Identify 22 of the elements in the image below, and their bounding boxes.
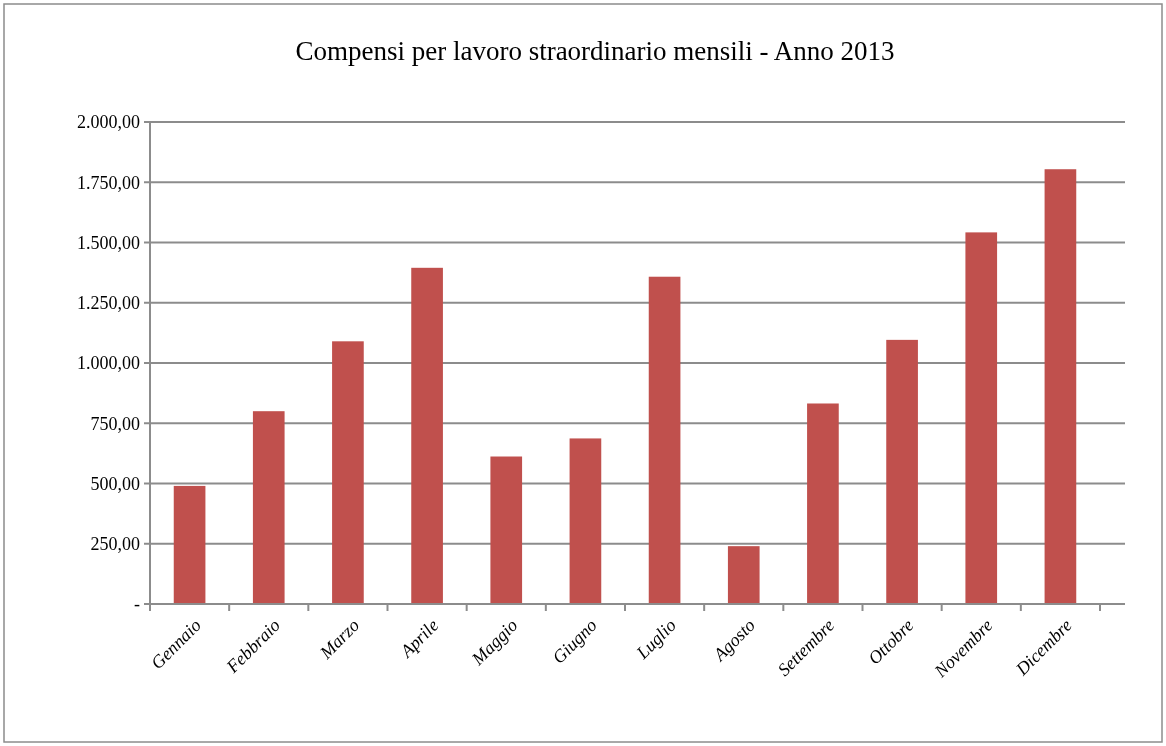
bar [173, 485, 206, 604]
bar [252, 411, 285, 604]
bar [727, 546, 760, 604]
y-tick-label: 2.000,00 [77, 112, 140, 133]
y-tick-label: 750,00 [90, 413, 140, 434]
bar [490, 456, 523, 604]
bar [648, 276, 681, 604]
bar [807, 403, 839, 604]
y-tick-label: 1.250,00 [77, 293, 140, 314]
y-tick-label: 500,00 [90, 473, 140, 494]
chart-title: Compensi per lavoro straordinario mensili - Anno 2013 [295, 36, 895, 66]
bar [965, 232, 998, 604]
y-tick-label: - [134, 594, 140, 615]
bar [1044, 169, 1077, 604]
bar [411, 267, 443, 604]
y-tick-label: 1.750,00 [77, 172, 140, 193]
bar [332, 341, 364, 604]
y-tick-label: 250,00 [90, 534, 140, 555]
bar [886, 339, 918, 604]
y-tick-label: 1.500,00 [77, 232, 140, 253]
y-tick-label: 1.000,00 [77, 353, 140, 374]
bar [569, 438, 602, 604]
